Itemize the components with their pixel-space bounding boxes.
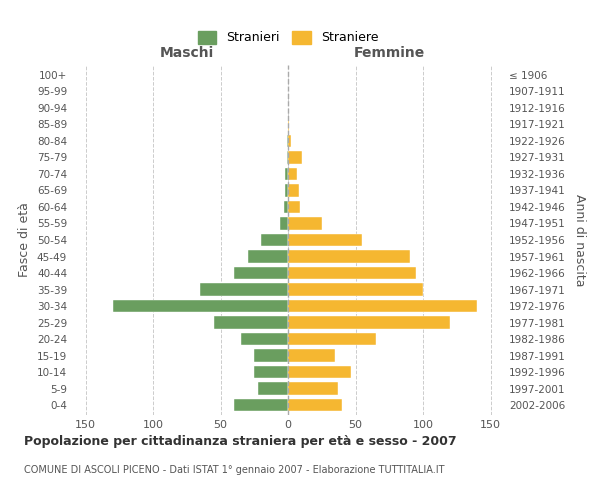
Bar — [288, 118, 289, 130]
Bar — [234, 399, 288, 411]
Bar — [288, 350, 335, 362]
Text: Maschi: Maschi — [160, 46, 214, 60]
Bar — [241, 333, 288, 345]
Bar — [288, 382, 338, 395]
Y-axis label: Fasce di età: Fasce di età — [19, 202, 31, 278]
Bar — [288, 135, 290, 147]
Bar — [200, 284, 288, 296]
Bar — [280, 218, 288, 230]
Bar — [261, 234, 288, 246]
Bar — [259, 382, 288, 395]
Bar — [288, 316, 450, 328]
Bar — [288, 250, 409, 262]
Text: COMUNE DI ASCOLI PICENO - Dati ISTAT 1° gennaio 2007 - Elaborazione TUTTITALIA.I: COMUNE DI ASCOLI PICENO - Dati ISTAT 1° … — [24, 465, 445, 475]
Bar — [288, 201, 300, 213]
Bar — [288, 234, 362, 246]
Text: Popolazione per cittadinanza straniera per età e sesso - 2007: Popolazione per cittadinanza straniera p… — [24, 435, 457, 448]
Bar — [214, 316, 288, 328]
Bar — [288, 152, 302, 164]
Bar — [288, 168, 298, 180]
Bar — [287, 152, 288, 164]
Y-axis label: Anni di nascita: Anni di nascita — [572, 194, 586, 286]
Bar — [288, 284, 423, 296]
Bar — [284, 201, 288, 213]
Bar — [288, 267, 416, 279]
Bar — [248, 250, 288, 262]
Bar — [288, 184, 299, 196]
Text: Femmine: Femmine — [353, 46, 425, 60]
Bar — [288, 300, 477, 312]
Bar — [234, 267, 288, 279]
Bar — [288, 218, 322, 230]
Bar — [286, 168, 288, 180]
Bar — [286, 184, 288, 196]
Bar — [288, 399, 342, 411]
Bar — [112, 300, 288, 312]
Bar — [288, 333, 376, 345]
Bar — [287, 135, 288, 147]
Legend: Stranieri, Straniere: Stranieri, Straniere — [193, 26, 383, 50]
Bar — [254, 366, 288, 378]
Bar — [254, 350, 288, 362]
Bar — [288, 366, 352, 378]
